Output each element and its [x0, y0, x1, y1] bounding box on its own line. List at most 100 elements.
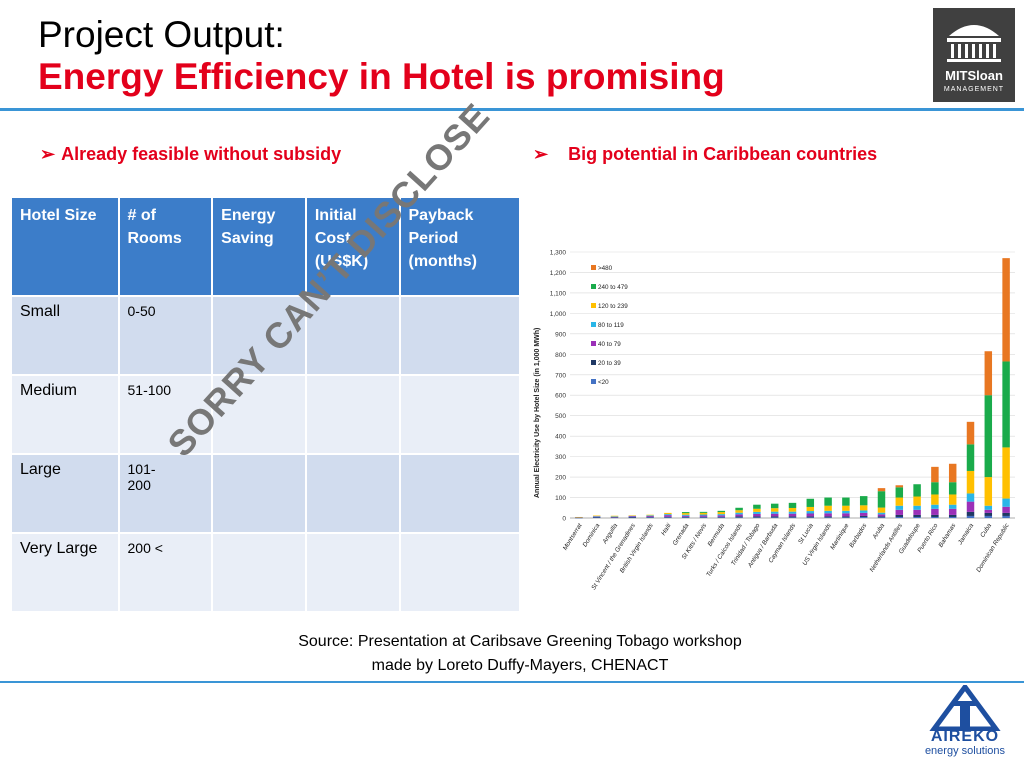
- cell-initial-cost: [304, 295, 401, 376]
- cell-size: Medium: [10, 374, 120, 455]
- bar-segment: [806, 513, 815, 517]
- cell-initial-cost: [304, 532, 401, 613]
- bar-segment: [984, 515, 993, 518]
- bar-segment: [681, 515, 690, 517]
- bar-segment: [913, 484, 921, 497]
- x-tick-label: St Lucia: [797, 522, 815, 545]
- y-tick-label: 700: [555, 372, 566, 379]
- x-tick-label: Dominica: [582, 522, 602, 548]
- bar-segment: [824, 505, 832, 511]
- bar-segment: [895, 514, 904, 517]
- bar-segment: [877, 516, 886, 518]
- bar-segment: [1002, 447, 1010, 499]
- y-tick-label: 900: [555, 331, 566, 338]
- legend-swatch: [591, 322, 596, 327]
- table-row: Large 101-200: [10, 453, 521, 534]
- cell-payback: [398, 532, 521, 613]
- bar-segment: [948, 494, 957, 505]
- bar-segment: [984, 351, 993, 396]
- table-header-row: Hotel Size # of Rooms Energy Saving Initia…: [10, 196, 521, 297]
- legend-label: 240 to 479: [598, 284, 628, 291]
- x-tick-label: Montserrat: [562, 522, 584, 551]
- bar-segment: [664, 516, 672, 518]
- bar-segment: [699, 511, 708, 513]
- bar-segment: [931, 482, 939, 495]
- triangle-logo-icon: [929, 682, 1001, 732]
- bar-segment: [788, 517, 797, 518]
- bar-segment: [753, 504, 761, 509]
- cell-size: Large: [10, 453, 120, 534]
- bar-segment: [895, 485, 904, 488]
- bar-segment: [948, 504, 957, 509]
- source-line-2: made by Loreto Duffy-Mayers, CHENACT: [371, 657, 669, 674]
- bar-segment: [717, 514, 726, 516]
- bar-segment: [842, 516, 850, 518]
- bar-segment: [895, 516, 904, 518]
- bar-segment: [806, 516, 815, 518]
- x-tick-label: Grenada: [671, 522, 690, 547]
- bar-segment: [966, 444, 975, 471]
- bar-segment: [877, 512, 886, 515]
- x-tick-label: Anguilla: [601, 522, 620, 546]
- bar-segment: [610, 517, 619, 518]
- y-tick-label: 1,000: [550, 311, 567, 318]
- bar-segment: [717, 512, 726, 515]
- bar-segment: [592, 517, 601, 518]
- bar-segment: [664, 514, 672, 516]
- cell-initial-cost: [304, 453, 401, 534]
- bar-segment: [664, 515, 672, 517]
- bar-segment: [753, 517, 761, 518]
- chart-bars: [575, 258, 1010, 519]
- cell-payback: [398, 295, 521, 376]
- bar-segment: [984, 505, 993, 510]
- bar-segment: [948, 514, 957, 517]
- cell-payback: [398, 453, 521, 534]
- cell-energy-saving: [211, 532, 307, 613]
- y-tick-label: 1,100: [550, 290, 567, 297]
- bar-segment: [699, 514, 708, 516]
- bar-segment: [948, 516, 957, 518]
- bar-segment: [824, 516, 832, 518]
- chart-legend: >480 240 to 479 120 to 239 80 to 119 40 to 7…: [591, 265, 628, 386]
- y-tick-label: 100: [555, 495, 566, 502]
- aireko-logo-sub: energy solutions: [924, 745, 1006, 757]
- bar-segment: [753, 511, 761, 514]
- header-energy-saving: Energy Saving: [211, 196, 307, 297]
- bar-segment: [735, 516, 743, 518]
- legend-label: 120 to 239: [598, 303, 628, 310]
- bar-segment: [806, 511, 815, 514]
- bar-segment: [824, 497, 832, 506]
- bar-segment: [948, 463, 957, 483]
- bar-segment: [770, 517, 779, 518]
- cell-size: Very Large: [10, 532, 120, 613]
- bar-segment: [788, 516, 797, 518]
- bar-segment: [931, 508, 939, 515]
- legend-swatch: [591, 379, 596, 384]
- dome-icon: [947, 25, 1001, 62]
- bar-segment: [859, 510, 868, 513]
- bar-segment: [788, 513, 797, 517]
- bar-segment: [735, 507, 743, 511]
- bar-segment: [664, 517, 672, 518]
- bar-segment: [681, 516, 690, 518]
- bar-segment: [699, 515, 708, 517]
- bar-segment: [735, 517, 743, 518]
- y-tick-label: 0: [562, 516, 566, 523]
- x-tick-label: Bahamas: [937, 522, 957, 549]
- cell-rooms: 51-100: [117, 374, 214, 455]
- x-tick-label: Cuba: [979, 522, 993, 539]
- bar-segment: [753, 508, 761, 512]
- bar-segment: [966, 501, 975, 512]
- bar-segment: [592, 516, 601, 517]
- bar-segment: [913, 509, 921, 515]
- bar-segment: [931, 466, 939, 483]
- bar-segment: [770, 513, 779, 517]
- source-note: Source: Presentation at Caribsave Greeni…: [240, 630, 800, 678]
- bar-segment: [966, 511, 975, 516]
- header-divider: [0, 108, 1024, 111]
- cell-initial-cost: [304, 374, 401, 455]
- bar-segment: [931, 516, 939, 518]
- y-tick-label: 600: [555, 393, 566, 400]
- bar-segment: [610, 516, 619, 517]
